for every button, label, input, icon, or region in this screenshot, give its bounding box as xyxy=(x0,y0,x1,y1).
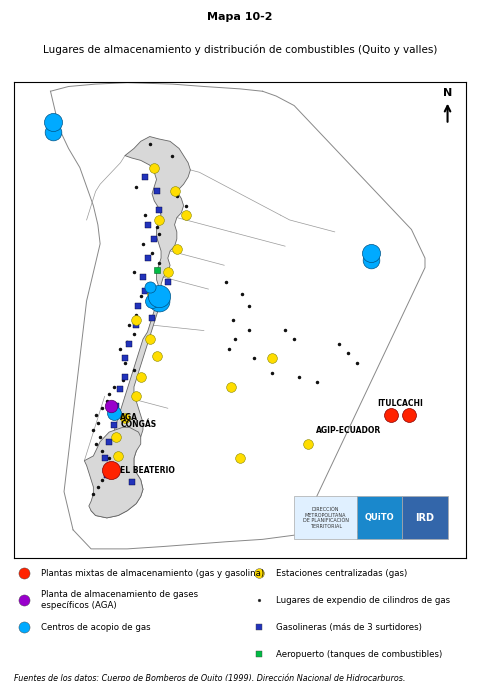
Text: Lugares de almacenamiento y distribución de combustibles (Quito y valles): Lugares de almacenamiento y distribución… xyxy=(43,45,437,55)
Text: 0: 0 xyxy=(321,528,326,537)
Text: Plantas mixtas de almacenamiento (gas y gasolina): Plantas mixtas de almacenamiento (gas y … xyxy=(41,569,264,577)
Text: N: N xyxy=(443,89,452,99)
Text: Lugares de expendio de cilindros de gas: Lugares de expendio de cilindros de gas xyxy=(276,596,450,605)
Text: Centros de acopio de gas: Centros de acopio de gas xyxy=(41,622,150,631)
Text: CONGÁS: CONGÁS xyxy=(120,420,156,429)
Text: AGA: AGA xyxy=(120,413,138,422)
Text: Aeropuerto (tanques de combustibles): Aeropuerto (tanques de combustibles) xyxy=(276,650,442,659)
Text: ITULCACHI: ITULCACHI xyxy=(377,399,423,409)
FancyBboxPatch shape xyxy=(402,496,447,539)
Text: QUiTO: QUiTO xyxy=(365,513,395,522)
Text: IRD: IRD xyxy=(416,513,434,523)
FancyBboxPatch shape xyxy=(357,496,402,539)
Text: Estaciones centralizadas (gas): Estaciones centralizadas (gas) xyxy=(276,569,407,577)
Text: Mapa 10-2: Mapa 10-2 xyxy=(207,12,273,22)
Text: AGIP-ECUADOR: AGIP-ECUADOR xyxy=(316,426,381,435)
Text: Fuentes de los datos: Cuerpo de Bomberos de Quito (1999), Dirección Nacional de : Fuentes de los datos: Cuerpo de Bomberos… xyxy=(14,674,406,681)
Text: EL BEATERIO: EL BEATERIO xyxy=(120,466,175,475)
FancyBboxPatch shape xyxy=(294,496,357,539)
Polygon shape xyxy=(84,428,143,518)
Text: 2 000 m: 2 000 m xyxy=(389,528,423,537)
Polygon shape xyxy=(91,136,191,518)
Text: Gasolineras (más de 3 surtidores): Gasolineras (más de 3 surtidores) xyxy=(276,622,422,631)
Text: DIRECCIÓN
METROPOLITANA
DE PLANIFICACIÓN
TERRITORIAL: DIRECCIÓN METROPOLITANA DE PLANIFICACIÓN… xyxy=(303,507,349,529)
Text: Planta de almacenamiento de gases
específicos (AGA): Planta de almacenamiento de gases especí… xyxy=(41,590,198,609)
